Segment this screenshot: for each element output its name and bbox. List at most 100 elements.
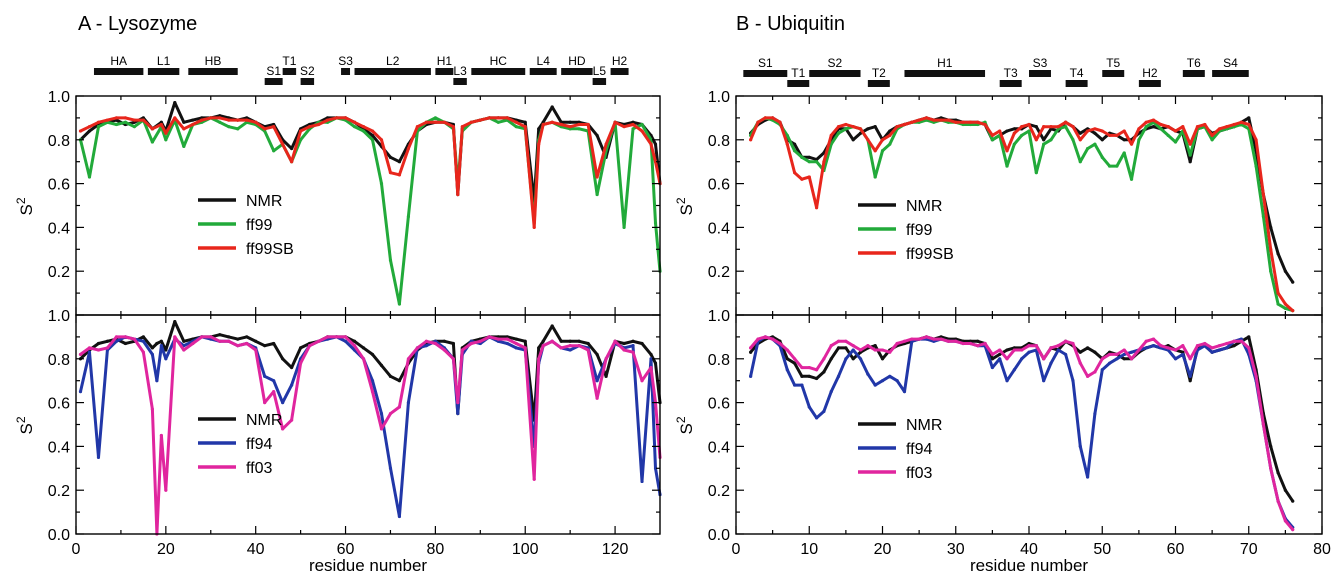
data-point — [895, 379, 899, 383]
data-point — [577, 339, 581, 343]
data-point — [370, 129, 375, 133]
data-point — [880, 348, 885, 352]
data-point — [254, 339, 258, 343]
data-point — [1005, 149, 1009, 153]
data-point — [424, 339, 428, 343]
data-point — [631, 120, 635, 124]
data-point — [1012, 142, 1016, 146]
data-point — [1078, 361, 1082, 365]
data-point — [478, 118, 482, 122]
data-point — [1195, 125, 1200, 129]
ss-label: T1 — [282, 54, 296, 68]
data-point — [1012, 368, 1016, 372]
data-point — [1093, 370, 1097, 374]
data-point — [822, 357, 826, 361]
data-point — [888, 129, 892, 133]
data-point — [1217, 344, 1222, 348]
data-point — [917, 337, 921, 341]
data-point — [1254, 374, 1258, 378]
series-ff03 — [78, 335, 662, 536]
data-point — [946, 339, 951, 343]
data-point — [1210, 350, 1214, 354]
series-NMR — [78, 319, 662, 422]
data-point — [1283, 488, 1287, 492]
data-point — [1071, 341, 1075, 346]
data-point — [1269, 444, 1273, 448]
data-point — [397, 173, 402, 177]
data-point — [1254, 164, 1258, 168]
data-point — [1034, 171, 1038, 175]
data-point — [541, 344, 545, 348]
data-point — [568, 125, 572, 129]
data-point — [361, 129, 366, 133]
data-point — [836, 131, 841, 135]
data-point — [272, 379, 276, 383]
ss-segment — [904, 70, 986, 77]
data-point — [1151, 118, 1156, 122]
data-point — [352, 344, 357, 348]
y-tick-label: 0.2 — [708, 483, 730, 500]
data-point — [1012, 131, 1016, 135]
ss-label: S2 — [828, 56, 843, 70]
data-point — [1166, 133, 1170, 138]
x-tick-label: 60 — [1167, 541, 1185, 558]
data-point — [902, 122, 907, 127]
panel-title: B - Ubiquitin — [736, 13, 845, 35]
data-point — [577, 122, 581, 127]
data-point — [622, 125, 626, 129]
data-point — [343, 335, 348, 339]
data-point — [785, 368, 789, 372]
data-point — [1078, 131, 1082, 135]
data-point — [1276, 499, 1280, 503]
data-point — [442, 339, 446, 343]
data-point — [1078, 138, 1082, 142]
data-point — [514, 341, 518, 346]
data-point — [388, 258, 393, 262]
data-point — [873, 149, 877, 153]
data-point — [523, 125, 527, 129]
data-point — [1137, 348, 1141, 352]
x-tick-label: 30 — [947, 541, 965, 558]
data-point — [1151, 337, 1156, 341]
data-point — [236, 127, 240, 131]
data-point — [1086, 146, 1090, 151]
data-point — [105, 346, 110, 350]
ss-label: S4 — [1223, 56, 1238, 70]
data-point — [1181, 350, 1185, 354]
ss-label: L5 — [593, 64, 607, 78]
data-point — [537, 142, 541, 146]
data-point — [1020, 348, 1024, 352]
data-point — [1151, 125, 1156, 129]
data-point — [514, 120, 518, 124]
data-point — [87, 125, 92, 129]
data-point — [456, 401, 460, 405]
data-point — [559, 122, 563, 127]
data-point — [1291, 280, 1295, 284]
data-point — [822, 160, 826, 164]
data-point — [1188, 153, 1192, 157]
legend-label-ff99SB: ff99SB — [246, 241, 294, 258]
data-point — [1122, 129, 1126, 133]
data-point — [227, 118, 231, 122]
data-point — [1107, 164, 1112, 168]
data-point — [456, 192, 460, 197]
data-point — [254, 348, 258, 352]
data-point — [182, 127, 186, 131]
data-point — [595, 133, 599, 138]
data-point — [622, 341, 626, 346]
data-point — [880, 379, 885, 383]
data-point — [807, 405, 811, 409]
data-point — [308, 344, 312, 348]
data-point — [851, 344, 855, 348]
y-tick-label: 0.8 — [48, 352, 70, 369]
data-point — [1093, 127, 1097, 131]
data-point — [78, 352, 83, 357]
data-point — [218, 333, 222, 337]
data-point — [537, 357, 541, 361]
data-point — [1049, 138, 1053, 142]
data-point — [1276, 302, 1280, 306]
data-point — [990, 352, 994, 357]
data-point — [388, 171, 393, 175]
y-tick-label: 0.6 — [708, 396, 730, 413]
data-point — [523, 339, 527, 343]
